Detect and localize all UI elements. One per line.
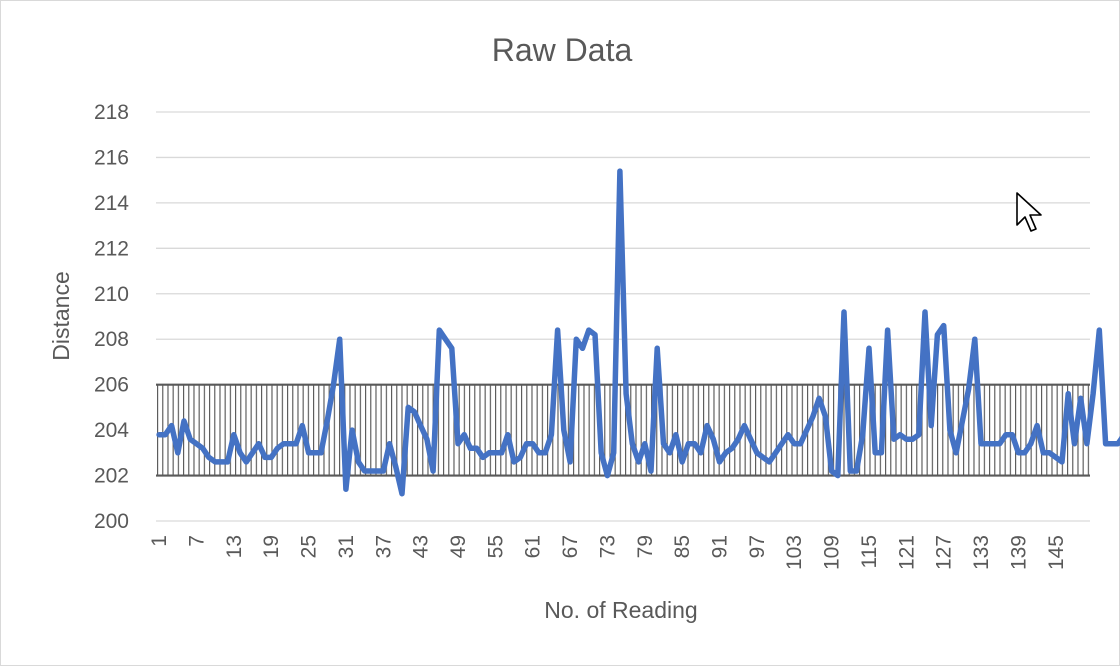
x-tick-label: 73 — [596, 535, 619, 558]
x-tick-label: 19 — [260, 535, 283, 558]
y-tick-label: 218 — [94, 101, 129, 124]
x-tick-label: 103 — [783, 535, 806, 570]
x-tick-label: 55 — [484, 535, 507, 558]
x-tick-label: 31 — [335, 535, 358, 558]
x-tick-label: 109 — [821, 535, 844, 570]
series-layer — [156, 168, 1120, 497]
x-tick-label: 61 — [522, 535, 545, 558]
series-line — [156, 168, 1120, 497]
y-tick-label: 208 — [94, 328, 129, 351]
y-tick-label: 214 — [94, 192, 129, 215]
y-tick-label: 204 — [94, 419, 129, 442]
mouse-pointer-icon — [1016, 192, 1042, 232]
x-tick-label: 85 — [671, 535, 694, 558]
x-tick-label: 133 — [970, 535, 993, 570]
x-tick-label: 127 — [933, 535, 956, 570]
y-tick-label: 206 — [94, 374, 129, 397]
y-axis-ticks: 200 202 204 206 208 210 212 214 216 218 — [94, 101, 129, 533]
x-tick-label: 67 — [559, 535, 582, 558]
x-tick-label: 7 — [185, 535, 208, 547]
x-tick-label: 43 — [410, 535, 433, 558]
x-tick-label: 25 — [298, 535, 321, 558]
x-tick-label: 79 — [634, 535, 657, 558]
x-tick-label: 13 — [223, 535, 246, 558]
x-tick-label: 97 — [746, 535, 769, 558]
x-tick-label: 115 — [858, 535, 881, 568]
y-tick-label: 210 — [94, 283, 129, 306]
x-axis-ticks: 1 7 13 19 25 31 37 43 49 55 61 67 73 79 85 91 97 103 109 11… — [148, 535, 1068, 570]
x-tick-label: 91 — [709, 535, 732, 558]
y-tick-label: 200 — [94, 510, 129, 533]
x-tick-label: 49 — [447, 535, 470, 558]
x-tick-label: 139 — [1007, 535, 1030, 570]
x-tick-label: 145 — [1045, 535, 1068, 570]
y-tick-label: 212 — [94, 237, 129, 260]
x-tick-label: 121 — [895, 535, 918, 570]
chart-title: Raw Data — [492, 32, 633, 68]
x-tick-label: 1 — [148, 535, 171, 547]
x-axis-title: No. of Reading — [544, 597, 697, 623]
y-axis-title: Distance — [48, 271, 74, 360]
y-tick-label: 216 — [94, 146, 129, 169]
x-tick-label: 37 — [372, 535, 395, 558]
y-tick-label: 202 — [94, 465, 129, 488]
